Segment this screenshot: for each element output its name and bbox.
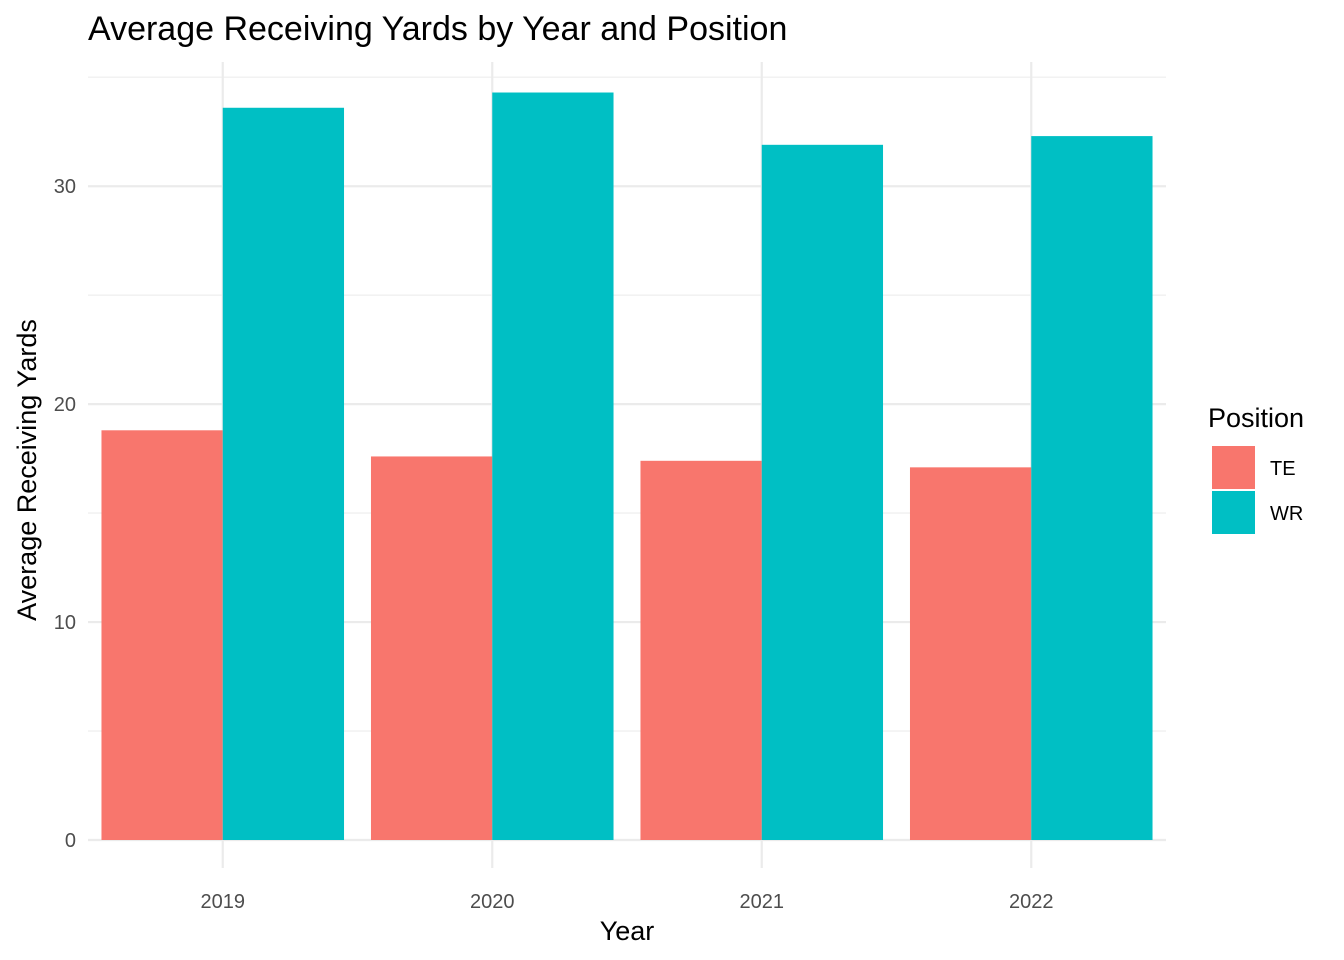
y-axis-ticks: 0 10 20 30 <box>54 176 76 852</box>
x-axis-title: Year <box>600 916 655 946</box>
x-tick-label: 2019 <box>201 891 246 913</box>
legend-label-te: TE <box>1270 458 1296 480</box>
bar-te-2020 <box>370 456 493 840</box>
bar-wr-2022 <box>1031 136 1153 841</box>
x-tick-label: 2022 <box>1009 891 1054 913</box>
y-tick-label: 10 <box>54 612 76 634</box>
bar-wr-2020 <box>492 92 614 840</box>
legend-label-wr: WR <box>1270 503 1303 525</box>
bar-wr-2021 <box>761 144 884 841</box>
x-tick-label: 2021 <box>740 891 785 913</box>
y-tick-label: 30 <box>54 176 76 198</box>
legend-key-te <box>1212 446 1255 489</box>
bar-wr-2019 <box>222 107 345 840</box>
bar-te-2021 <box>640 460 762 840</box>
bar-te-2022 <box>909 467 1032 840</box>
legend-items: TE WR <box>1212 446 1303 534</box>
legend-title: Position <box>1208 403 1304 433</box>
legend: Position TE WR <box>1208 403 1304 534</box>
y-axis-title: Average Receiving Yards <box>12 319 42 621</box>
y-tick-label: 20 <box>54 394 76 416</box>
x-tick-label: 2020 <box>470 891 515 913</box>
y-tick-label: 0 <box>65 830 76 852</box>
x-axis-ticks: 2019 2020 2021 2022 <box>201 891 1054 913</box>
bar-te-2019 <box>101 430 223 840</box>
legend-key-wr <box>1212 491 1255 534</box>
bars <box>101 92 1153 841</box>
chart-title: Average Receiving Yards by Year and Posi… <box>88 10 787 48</box>
